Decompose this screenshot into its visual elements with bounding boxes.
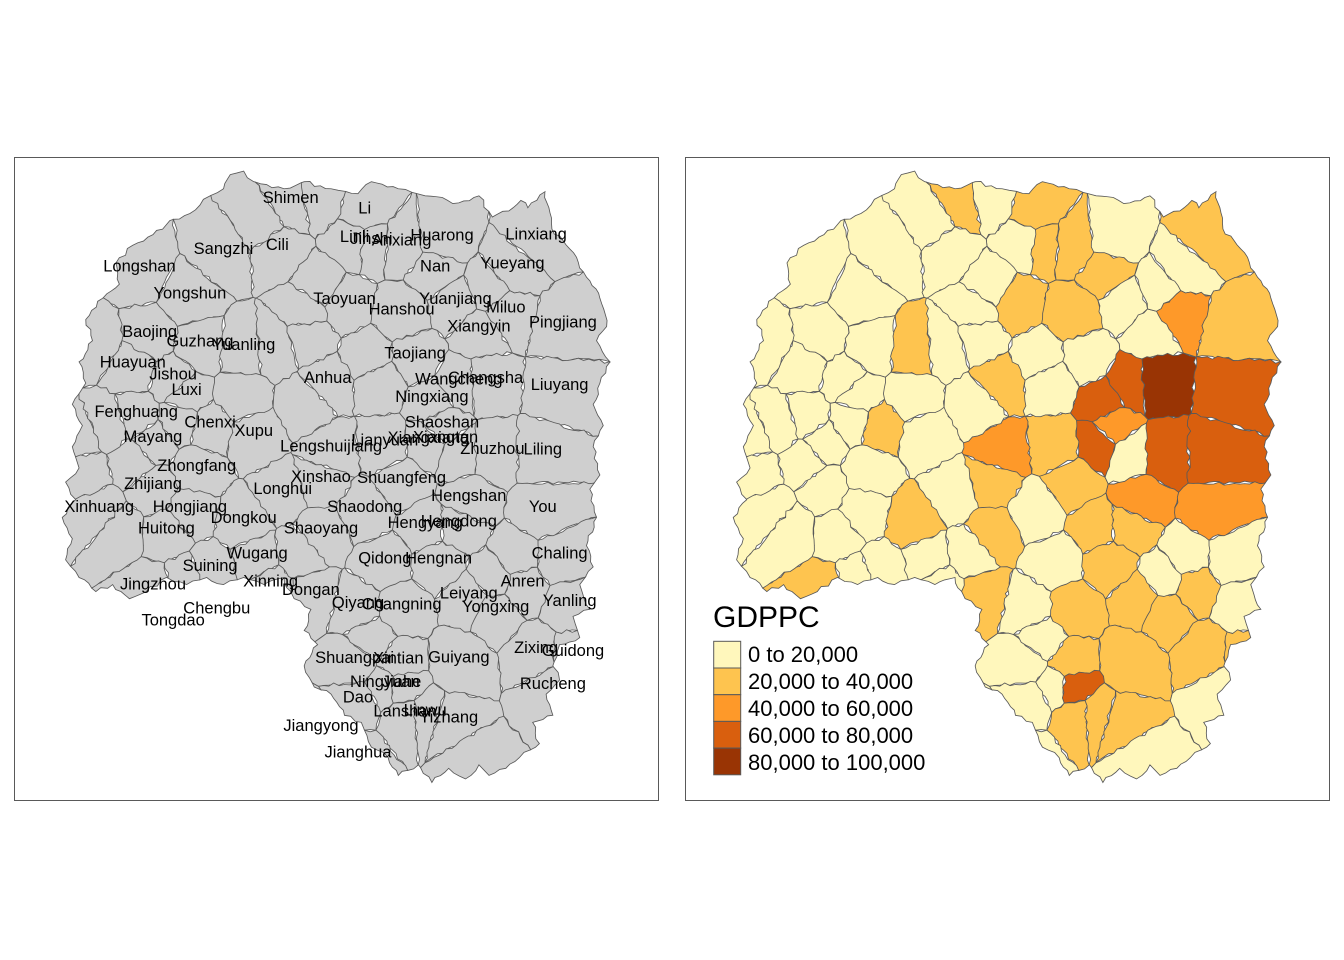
svg-text:Guiyang: Guiyang xyxy=(428,648,489,666)
svg-text:Jianghua: Jianghua xyxy=(325,744,393,762)
svg-text:Qidong: Qidong xyxy=(358,549,411,567)
svg-text:Jiangyong: Jiangyong xyxy=(283,717,358,735)
svg-text:Anhua: Anhua xyxy=(304,369,353,387)
svg-text:40,000 to 60,000: 40,000 to 60,000 xyxy=(748,696,913,721)
svg-text:Mayang: Mayang xyxy=(124,428,183,446)
svg-text:Miluo: Miluo xyxy=(486,298,525,316)
svg-text:Jingzhou: Jingzhou xyxy=(120,576,186,594)
svg-text:Linxiang: Linxiang xyxy=(505,226,566,244)
svg-text:Liling: Liling xyxy=(524,441,563,459)
svg-text:Hengnan: Hengnan xyxy=(405,549,472,567)
svg-text:Yueyang: Yueyang xyxy=(480,255,544,273)
svg-text:You: You xyxy=(529,498,557,516)
svg-text:Yongshun: Yongshun xyxy=(153,284,226,302)
svg-text:Zhijiang: Zhijiang xyxy=(124,475,182,493)
svg-text:Longshan: Longshan xyxy=(103,257,176,275)
svg-text:Xinhuang: Xinhuang xyxy=(64,498,134,516)
svg-text:Fenghuang: Fenghuang xyxy=(94,403,178,421)
svg-text:Yuanjiang: Yuanjiang xyxy=(419,290,492,308)
svg-text:20,000 to 40,000: 20,000 to 40,000 xyxy=(748,669,913,694)
svg-text:Guidong: Guidong xyxy=(542,642,604,660)
svg-text:80,000 to 100,000: 80,000 to 100,000 xyxy=(748,750,925,775)
svg-text:Pingjiang: Pingjiang xyxy=(529,313,597,331)
svg-text:GDPPC: GDPPC xyxy=(713,601,820,634)
svg-text:Chenxi: Chenxi xyxy=(184,414,235,432)
svg-text:Sangzhi: Sangzhi xyxy=(194,240,254,258)
svg-text:Dao: Dao xyxy=(343,689,373,707)
svg-text:Luxi: Luxi xyxy=(171,381,201,399)
svg-text:Zhongfang: Zhongfang xyxy=(157,457,236,475)
svg-text:Shaoyang: Shaoyang xyxy=(284,520,358,538)
svg-text:Nan: Nan xyxy=(420,257,450,275)
svg-text:Yanling: Yanling xyxy=(543,592,597,610)
svg-text:Shimen: Shimen xyxy=(263,189,319,207)
svg-text:60,000 to 80,000: 60,000 to 80,000 xyxy=(748,723,913,748)
svg-text:Xiangyin: Xiangyin xyxy=(447,318,510,336)
svg-text:Anren: Anren xyxy=(501,573,545,591)
svg-text:Xintian: Xintian xyxy=(373,650,423,668)
svg-text:Li: Li xyxy=(358,200,371,218)
svg-text:Xupu: Xupu xyxy=(235,422,274,440)
svg-text:Huitong: Huitong xyxy=(138,520,195,538)
svg-text:Liuyang: Liuyang xyxy=(531,376,589,394)
svg-text:Lengshuijiang: Lengshuijiang xyxy=(280,438,382,456)
svg-text:Hengshan: Hengshan xyxy=(431,487,506,505)
svg-text:Cili: Cili xyxy=(266,236,289,254)
svg-text:Hengdong: Hengdong xyxy=(421,513,497,531)
svg-text:Changning: Changning xyxy=(362,595,442,613)
svg-text:Jiahe: Jiahe xyxy=(382,673,421,691)
svg-text:Yizhang: Yizhang xyxy=(419,708,478,726)
svg-text:Taojiang: Taojiang xyxy=(384,344,445,362)
svg-text:Yuanling: Yuanling xyxy=(212,336,275,354)
svg-text:Taoyuan: Taoyuan xyxy=(313,290,375,308)
svg-text:Yongxing: Yongxing xyxy=(462,598,529,616)
svg-text:Suining: Suining xyxy=(183,557,238,575)
svg-text:Chaling: Chaling xyxy=(532,544,588,562)
svg-text:Ningxiang: Ningxiang xyxy=(395,388,468,406)
svg-text:Longhui: Longhui xyxy=(253,480,312,498)
svg-text:Dongkou: Dongkou xyxy=(211,509,277,527)
svg-text:Changsha: Changsha xyxy=(448,369,524,387)
svg-text:Shuangfeng: Shuangfeng xyxy=(357,469,446,487)
svg-text:Xiangtan: Xiangtan xyxy=(413,429,478,447)
svg-text:0 to 20,000: 0 to 20,000 xyxy=(748,642,858,667)
svg-text:Tongdao: Tongdao xyxy=(141,612,204,630)
svg-text:Rucheng: Rucheng xyxy=(520,675,586,693)
svg-text:Huarong: Huarong xyxy=(410,226,473,244)
